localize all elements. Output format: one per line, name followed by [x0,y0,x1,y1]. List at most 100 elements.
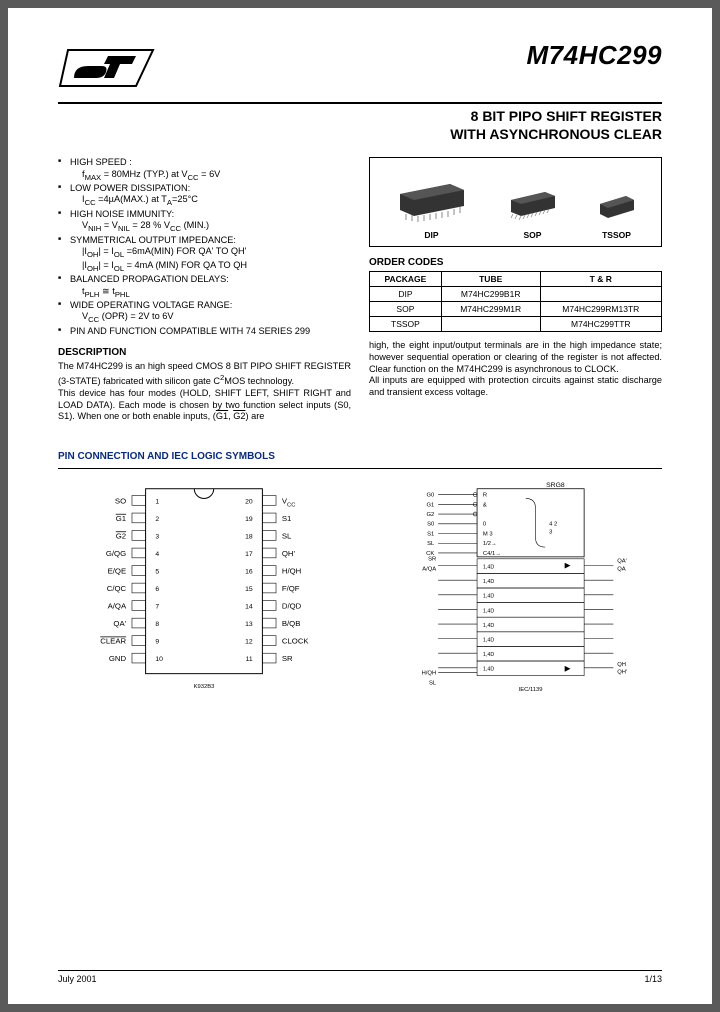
order-col-header: PACKAGE [370,272,442,287]
svg-text:CLOCK: CLOCK [282,637,310,646]
svg-text:5: 5 [155,569,159,576]
feature-item: BALANCED PROPAGATION DELAYS:tPLH ≅ tPHL [58,274,351,299]
feature-item: LOW POWER DISSIPATION:ICC =4µA(MAX.) at … [58,183,351,208]
left-column: HIGH SPEED :fMAX = 80MHz (TYP.) at VCC =… [58,157,351,423]
order-cell: DIP [370,287,442,302]
svg-text:QH: QH [617,662,626,668]
svg-text:1,4D: 1,4D [483,638,494,644]
svg-text:S1: S1 [427,532,434,538]
pin-rule [58,468,662,469]
svg-text:R: R [483,493,487,499]
svg-text:2: 2 [155,516,159,523]
svg-text:SRG8: SRG8 [546,482,565,489]
svg-text:SO: SO [115,497,126,506]
svg-text:1,4D: 1,4D [483,565,494,571]
diagrams-row: 1SO20VCC2G119S13G218SL4G/QG17QH'5E/QE16H… [58,479,662,696]
svg-text:1,4D: 1,4D [483,667,494,673]
svg-text:QA': QA' [617,559,627,565]
pkg-label-dip: DIP [424,230,438,240]
svg-text:15: 15 [245,586,253,593]
svg-text:M 3: M 3 [483,532,493,538]
svg-text:GND: GND [109,654,127,663]
svg-text:11: 11 [246,656,253,663]
main-columns: HIGH SPEED :fMAX = 80MHz (TYP.) at VCC =… [58,157,662,423]
svg-text:1,4D: 1,4D [483,652,494,658]
svg-text:14: 14 [245,604,253,611]
table-row: SOPM74HC299M1RM74HC299RM13TR [370,302,662,317]
order-heading: ORDER CODES [369,257,662,268]
svg-text:CLEAR: CLEAR [100,637,126,646]
order-cell: M74HC299B1R [441,287,540,302]
part-number: M74HC299 [178,40,662,71]
svg-text:SL: SL [427,541,435,547]
svg-text:G/QG: G/QG [106,549,126,558]
svg-text:VCC: VCC [282,497,296,509]
svg-text:IEC/1139: IEC/1139 [519,687,543,693]
package-figure: DIP SOP [369,157,662,247]
svg-text:G1: G1 [116,514,126,523]
svg-text:C/QC: C/QC [107,584,127,593]
subtitle: 8 BIT PIPO SHIFT REGISTER WITH ASYNCHRON… [58,108,662,143]
svg-text:SL: SL [282,532,292,541]
right-column: DIP SOP [369,157,662,423]
title-rule [58,102,662,104]
svg-text:13: 13 [245,621,253,628]
svg-text:H/QH: H/QH [282,567,301,576]
svg-text:QA: QA [617,567,626,573]
svg-text:E/QE: E/QE [108,567,127,576]
svg-text:QH': QH' [617,670,627,676]
svg-text:19: 19 [245,516,253,523]
svg-text:0: 0 [483,522,487,528]
order-cell: M74HC299M1R [441,302,540,317]
order-codes-table: PACKAGETUBET & R DIPM74HC299B1RSOPM74HC2… [369,271,662,332]
svg-text:H/QH: H/QH [422,671,437,677]
subtitle-line1: 8 BIT PIPO SHIFT REGISTER [471,108,662,124]
order-cell: M74HC299RM13TR [540,302,661,317]
pkg-dip: DIP [392,176,472,240]
footer-page: 1/13 [644,974,662,984]
svg-text:18: 18 [245,534,253,541]
header-row: M74HC299 [58,38,662,98]
svg-text:C4/1→: C4/1→ [483,551,501,557]
svg-text:1/2→: 1/2→ [483,541,497,547]
description-p2: This device has four modes (HOLD, SHIFT … [58,388,351,423]
svg-text:G0: G0 [426,493,435,499]
footer-date: July 2001 [58,974,97,984]
order-cell: M74HC299TTR [540,317,661,332]
title-block: M74HC299 [178,38,662,71]
svg-text:1,4D: 1,4D [483,594,494,600]
iec-symbol-diagram: SRG8G0RG1&G2S00S1M 3SL1/2→CKC4/1→4 231,4… [370,479,662,696]
svg-text:D/QD: D/QD [282,602,302,611]
order-col-header: TUBE [441,272,540,287]
feature-item: HIGH SPEED :fMAX = 80MHz (TYP.) at VCC =… [58,157,351,182]
pkg-label-sop: SOP [524,230,542,240]
svg-text:A/QA: A/QA [108,602,127,611]
svg-text:SR: SR [428,557,436,563]
pinout-diagram: 1SO20VCC2G119S13G218SL4G/QG17QH'5E/QE16H… [58,479,350,696]
svg-text:20: 20 [245,499,253,506]
pin-section: PIN CONNECTION AND IEC LOGIC SYMBOLS 1SO… [58,451,662,696]
svg-text:1,4D: 1,4D [483,609,494,615]
svg-text:17: 17 [245,551,253,558]
feature-item: SYMMETRICAL OUTPUT IMPEDANCE:|IOH| = IOL… [58,235,351,273]
order-cell: SOP [370,302,442,317]
svg-text:1,4D: 1,4D [483,623,494,629]
page-footer: July 2001 1/13 [58,970,662,984]
svg-text:K932B3: K932B3 [194,684,215,690]
order-cell: TSSOP [370,317,442,332]
svg-text:G2: G2 [116,532,126,541]
svg-text:QH': QH' [282,549,296,558]
svg-text:F/QF: F/QF [282,584,300,593]
order-cell [540,287,661,302]
svg-text:QA': QA' [113,619,126,628]
svg-text:1,4D: 1,4D [483,579,494,585]
svg-text:B/QB: B/QB [282,619,301,628]
svg-text:16: 16 [245,569,253,576]
svg-text:12: 12 [245,639,253,646]
description-p1: The M74HC299 is an high speed CMOS 8 BIT… [58,361,351,388]
svg-text:SR: SR [282,654,293,663]
table-row: TSSOP M74HC299TTR [370,317,662,332]
pin-heading: PIN CONNECTION AND IEC LOGIC SYMBOLS [58,451,662,462]
svg-text:3: 3 [549,530,552,536]
svg-text:G1: G1 [426,502,434,508]
